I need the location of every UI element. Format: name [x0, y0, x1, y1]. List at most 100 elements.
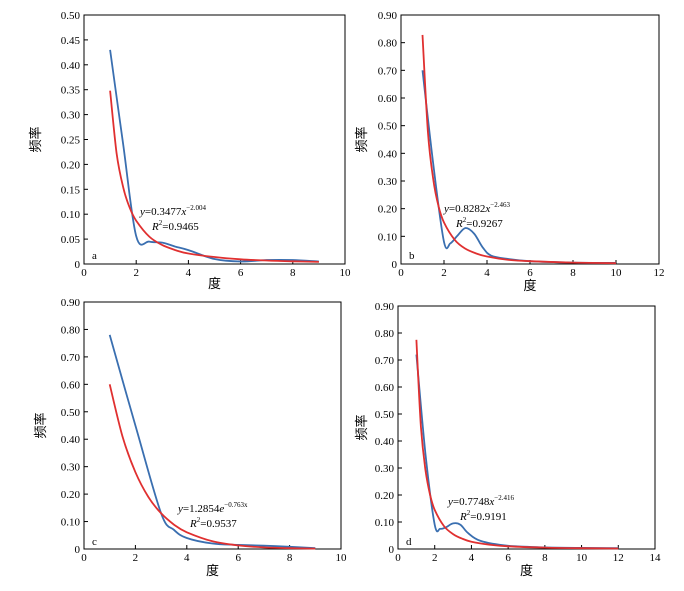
fit-r-squared: R2=0.9465 — [151, 219, 199, 233]
x-tick-label: 8 — [290, 267, 296, 279]
x-tick-label: 10 — [336, 552, 348, 564]
series-line-observed — [415, 354, 619, 550]
series-line-fit — [421, 34, 617, 265]
x-tick-label: 4 — [184, 552, 190, 564]
y-tick-label: 0.90 — [61, 297, 81, 309]
y-tick-label: 0.15 — [61, 184, 81, 196]
y-tick-label: 0.20 — [61, 489, 81, 501]
y-tick-label: 0.80 — [378, 38, 398, 50]
x-tick-label: 10 — [576, 552, 588, 564]
plot-frame — [400, 14, 660, 265]
y-tick-label: 0.80 — [61, 324, 81, 336]
fit-equation: y=0.7748x−2.416 — [447, 494, 514, 508]
y-tick-label: 0.60 — [378, 93, 398, 105]
fit-equation: y=1.2854e−0.763x — [177, 501, 248, 515]
chart-panel-b: 0 0.10 0.20 0.30 0.40 0.50 0.60 0.70 0.80 0.90 0 2 4… — [354, 10, 665, 294]
y-axis-label: 频率 — [33, 412, 49, 438]
y-tick-label: 0.10 — [375, 517, 395, 529]
x-tick-label: 0 — [398, 267, 404, 279]
y-tick-label: 0.10 — [378, 231, 398, 243]
y-axis-label: 频率 — [354, 414, 370, 440]
fit-r-squared: R2=0.9537 — [189, 516, 237, 530]
panel-letter: d — [406, 536, 412, 548]
plot-frame — [83, 301, 342, 550]
x-tick-label: 6 — [527, 267, 533, 279]
fit-equation: y=0.8282x−2.463 — [443, 201, 510, 215]
y-tick-label: 0 — [389, 544, 395, 556]
panel-letter: b — [409, 250, 415, 262]
x-tick-label: 12 — [613, 552, 624, 564]
y-tick-label: 0.50 — [61, 407, 81, 419]
y-tick-label: 0.10 — [61, 517, 81, 529]
x-tick-label: 4 — [469, 552, 475, 564]
y-tick-label: 0.50 — [61, 10, 81, 22]
x-axis-label: 度 — [206, 563, 219, 579]
fit-r-squared: R2=0.9191 — [459, 509, 507, 523]
x-tick-label: 10 — [340, 267, 352, 279]
y-tick-label: 0 — [75, 259, 81, 271]
x-tick-label: 6 — [235, 552, 241, 564]
y-tick-label: 0.45 — [61, 35, 81, 47]
y-tick-label: 0.20 — [378, 204, 398, 216]
panel-letter: c — [92, 536, 97, 548]
y-tick-label: 0.40 — [375, 436, 395, 448]
chart-panel-a: 0 0.05 0.10 0.15 0.20 0.25 0.30 0.35 0.40 0.45 0.5… — [28, 10, 351, 292]
y-tick-label: 0.80 — [375, 328, 395, 340]
panel-letter: a — [92, 250, 97, 262]
y-tick-label: 0.50 — [378, 121, 398, 133]
y-tick-label: 0.25 — [61, 135, 81, 147]
y-tick-label: 0.40 — [378, 148, 398, 160]
plot-frame — [397, 305, 656, 550]
y-tick-label: 0 — [392, 259, 398, 271]
y-tick-label: 0.50 — [375, 409, 395, 421]
y-tick-label: 0.30 — [61, 462, 81, 474]
y-axis-label: 频率 — [354, 126, 370, 152]
y-tick-label: 0.90 — [378, 10, 398, 22]
x-axis-label: 度 — [523, 278, 536, 294]
y-tick-label: 0.30 — [378, 176, 398, 188]
y-tick-label: 0.10 — [61, 209, 81, 221]
fit-equation: y=0.3477x−2.004 — [139, 204, 206, 218]
y-tick-label: 0.60 — [375, 382, 395, 394]
y-tick-label: 0.30 — [375, 463, 395, 475]
series-line-fit — [415, 339, 619, 550]
x-tick-label: 8 — [542, 552, 548, 564]
x-tick-label: 8 — [570, 267, 576, 279]
chart-panel-d: 0 0.10 0.20 0.30 0.40 0.50 0.60 0.70 0.80 0.90 0 2 4… — [354, 301, 661, 579]
x-tick-label: 4 — [484, 267, 490, 279]
x-axis-label: 度 — [520, 563, 533, 579]
y-tick-label: 0.90 — [375, 301, 395, 313]
fit-r-squared: R2=0.9267 — [455, 216, 503, 230]
x-tick-label: 8 — [287, 552, 293, 564]
series-line-observed — [108, 334, 316, 550]
y-tick-label: 0.70 — [61, 352, 81, 364]
x-tick-label: 14 — [650, 552, 662, 564]
series-line-observed — [109, 49, 319, 263]
x-tick-label: 2 — [133, 552, 139, 564]
x-tick-label: 2 — [441, 267, 447, 279]
x-tick-label: 0 — [395, 552, 401, 564]
chart-panel-c: 0 0.10 0.20 0.30 0.40 0.50 0.60 0.70 0.80 0.90 0 2 4… — [33, 297, 347, 579]
x-tick-label: 0 — [81, 267, 87, 279]
x-tick-label: 2 — [133, 267, 139, 279]
y-tick-label: 0.35 — [61, 85, 81, 97]
y-tick-label: 0.20 — [61, 159, 81, 171]
y-tick-label: 0.30 — [61, 110, 81, 122]
y-axis-label: 频率 — [28, 126, 44, 152]
y-tick-label: 0.05 — [61, 234, 81, 246]
series-line-fit — [108, 384, 316, 550]
series-line-fit — [109, 90, 319, 263]
x-tick-label: 4 — [186, 267, 192, 279]
y-tick-label: 0.40 — [61, 60, 81, 72]
x-tick-label: 10 — [611, 267, 623, 279]
y-tick-label: 0.70 — [375, 355, 395, 367]
x-tick-label: 6 — [505, 552, 511, 564]
y-tick-label: 0.70 — [378, 65, 398, 77]
y-tick-label: 0 — [75, 544, 81, 556]
y-tick-label: 0.20 — [375, 490, 395, 502]
x-axis-label: 度 — [208, 276, 221, 292]
x-tick-label: 12 — [654, 267, 665, 279]
x-tick-label: 0 — [81, 552, 87, 564]
y-tick-label: 0.60 — [61, 379, 81, 391]
